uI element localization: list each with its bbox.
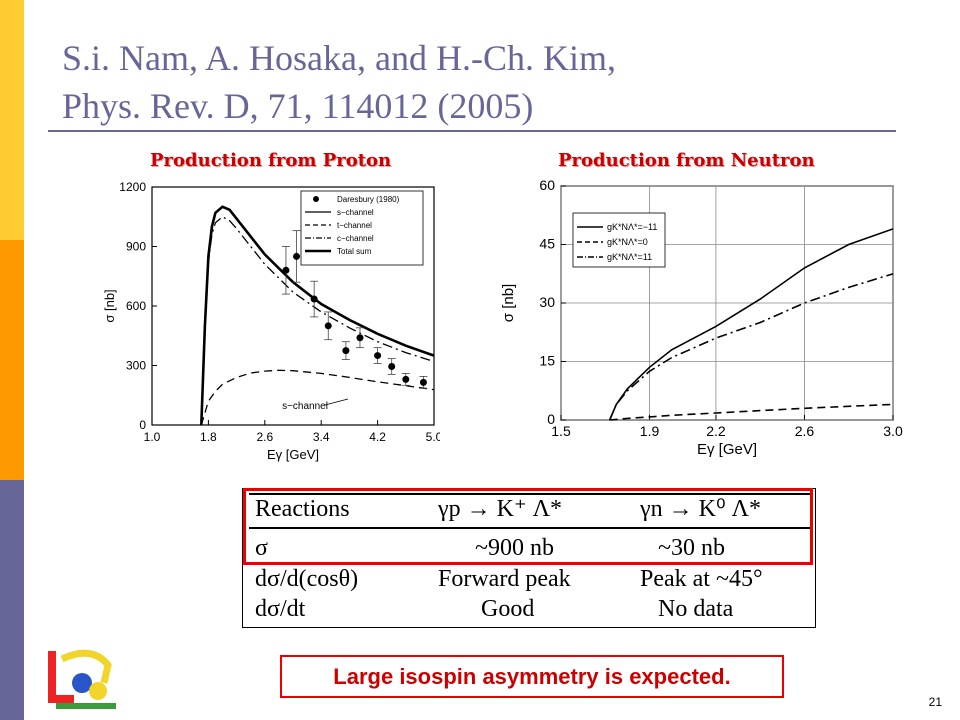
sigma-row-highlight — [243, 488, 813, 565]
annotation-arrow — [324, 398, 349, 406]
data-point — [419, 378, 427, 386]
legend-label: c−channel — [337, 234, 374, 243]
x-tick-label: 4.2 — [369, 430, 386, 444]
table-cell: Peak at ~45° — [640, 566, 763, 592]
legend-label: gK*NΛ*=−11 — [607, 222, 657, 232]
series-line — [200, 205, 435, 426]
sidebar-stripe-middle — [0, 240, 24, 480]
title-line-2: Phys. Rev. D, 71, 114012 (2005) — [62, 86, 534, 126]
table-cell: σ — [255, 535, 268, 561]
legend-box — [300, 190, 424, 266]
y-tick-label: 60 — [539, 177, 555, 193]
x-tick-label: 2.2 — [706, 423, 726, 439]
x-tick-label: 5.0 — [426, 430, 440, 444]
y-tick-label: 300 — [126, 359, 146, 373]
channel-annotation: s−channel — [282, 401, 328, 412]
series-line — [200, 216, 435, 426]
data-point — [402, 375, 410, 383]
table-cell: Good — [481, 596, 535, 622]
y-tick-label: 1200 — [119, 180, 146, 194]
table-header-reactions: Reactions — [255, 496, 350, 522]
sidebar-stripe-bottom — [0, 480, 24, 720]
y-tick-label: 0 — [139, 418, 146, 432]
data-point — [310, 295, 318, 303]
table-rule-top — [249, 493, 811, 495]
y-tick-label: 0 — [547, 411, 555, 427]
data-point — [342, 347, 350, 355]
data-point — [282, 266, 290, 274]
x-tick-label: 1.0 — [144, 430, 161, 444]
legend-box — [572, 212, 666, 268]
legend-label: Daresbury (1980) — [337, 195, 400, 204]
x-tick-label: 3.4 — [313, 430, 330, 444]
legend-marker — [313, 196, 319, 202]
x-axis-label: Eγ [GeV] — [267, 447, 319, 462]
series-line — [200, 369, 435, 426]
data-point — [356, 334, 364, 342]
legend-label: t−channel — [337, 221, 372, 230]
table-header-proton: γp → K⁺ Λ* — [438, 496, 563, 522]
data-point — [374, 352, 382, 360]
table-cell: ~30 nb — [658, 535, 725, 561]
x-tick-label: 2.6 — [256, 430, 273, 444]
y-tick-label: 30 — [539, 294, 555, 310]
data-point — [293, 252, 301, 260]
y-tick-label: 600 — [126, 299, 146, 313]
table-cell: dσ/d(cosθ) — [255, 566, 359, 592]
y-tick-label: 15 — [539, 353, 555, 369]
legend-label: gK*NΛ*=11 — [607, 252, 652, 262]
x-tick-label: 1.5 — [551, 423, 571, 439]
lab-logo — [48, 649, 116, 709]
legend-label: gK*NΛ*=0 — [607, 237, 648, 247]
data-point — [324, 322, 332, 330]
legend-label: s−channel — [337, 208, 374, 217]
x-tick-label: 3.0 — [883, 423, 903, 439]
series-line — [608, 273, 894, 421]
title-divider — [48, 130, 896, 132]
proton-cross-section-chart: 1.0 1.8 2.6 3.4 4.2 5.0 0 300 600 900 1200 Eγ [GeV]… — [102, 180, 440, 462]
table-cell: No data — [658, 596, 734, 622]
right-plot-title: Production from Neutron — [558, 150, 815, 171]
y-tick-label: 45 — [539, 236, 555, 252]
table-header-neutron: γn → K⁰ Λ* — [640, 496, 761, 522]
y-tick-label: 900 — [126, 240, 146, 254]
x-tick-label: 2.6 — [795, 423, 815, 439]
sidebar-stripe-top — [0, 0, 24, 240]
table-rule-header — [249, 527, 811, 529]
table-cell: ~900 nb — [475, 535, 554, 561]
comparison-table: Reactions γp → K⁺ Λ* γn → K⁰ Λ* σ ~900 n… — [242, 488, 816, 628]
title-line-1: S.i. Nam, A. Hosaka, and H.-Ch. Kim, — [62, 38, 616, 78]
neutron-cross-section-chart: 1.5 1.9 2.2 2.6 3.0 0 15 30 45 60 Eγ [GeV] σ [nb] gK… — [500, 177, 903, 458]
series-line — [609, 403, 894, 421]
table-cell: dσ/dt — [255, 596, 306, 622]
x-tick-label: 1.9 — [640, 423, 660, 439]
y-axis-label: σ [nb] — [500, 284, 517, 322]
legend-label: Total sum — [337, 247, 372, 256]
x-axis-label: Eγ [GeV] — [697, 441, 757, 458]
page-number: 21 — [928, 695, 942, 709]
data-point — [388, 362, 396, 370]
table-cell: Forward peak — [438, 566, 571, 592]
left-plot-title: Production from Proton — [150, 150, 392, 171]
y-axis-label: σ [nb] — [102, 289, 117, 322]
x-tick-label: 1.8 — [200, 430, 217, 444]
conclusion-box: Large isospin asymmetry is expected. — [280, 655, 784, 698]
slide-title: S.i. Nam, A. Hosaka, and H.-Ch. Kim, Phy… — [62, 34, 616, 130]
